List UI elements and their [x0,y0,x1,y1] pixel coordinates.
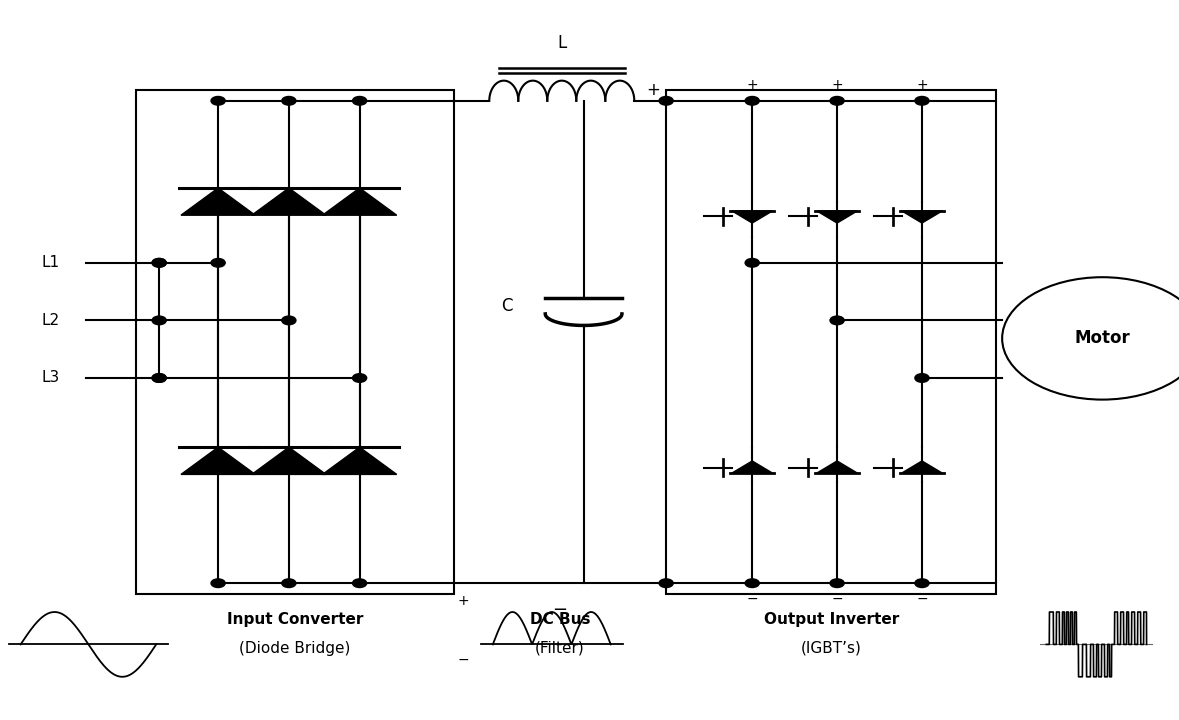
Circle shape [353,374,367,382]
Circle shape [211,258,225,267]
Text: Output Inverter: Output Inverter [764,612,898,627]
Text: +: + [457,595,469,608]
Polygon shape [252,188,325,215]
Text: +: + [646,81,660,99]
Circle shape [830,579,844,588]
Circle shape [353,96,367,105]
Polygon shape [322,188,396,215]
Circle shape [152,374,166,382]
Circle shape [353,579,367,588]
Circle shape [830,96,844,105]
Circle shape [915,96,929,105]
Text: +: + [746,78,758,92]
Polygon shape [252,447,325,474]
Text: (Filter): (Filter) [535,641,585,656]
Circle shape [152,258,166,267]
Polygon shape [817,461,857,473]
Circle shape [1002,277,1179,400]
Circle shape [745,258,759,267]
Bar [666,90,996,594]
Circle shape [282,96,296,105]
Text: L: L [558,34,566,52]
Text: −: − [746,592,758,606]
Bar [136,90,454,594]
Polygon shape [182,447,255,474]
Polygon shape [902,211,942,223]
Polygon shape [182,188,255,215]
Text: Input Converter: Input Converter [226,612,363,627]
Text: +: + [831,78,843,92]
Circle shape [745,579,759,588]
Text: Motor: Motor [1074,329,1131,347]
Circle shape [211,96,225,105]
Circle shape [915,579,929,588]
Text: −: − [553,601,567,619]
Text: L2: L2 [41,313,59,328]
Text: −: − [831,592,843,606]
Polygon shape [817,211,857,223]
Text: L1: L1 [41,256,59,270]
Circle shape [152,316,166,325]
Text: (IGBT’s): (IGBT’s) [801,641,862,656]
Text: C: C [501,297,513,315]
Circle shape [915,374,929,382]
Circle shape [211,579,225,588]
Circle shape [282,316,296,325]
Text: (Diode Bridge): (Diode Bridge) [239,641,350,656]
Circle shape [152,258,166,267]
Text: −: − [457,653,469,667]
Polygon shape [322,447,396,474]
Polygon shape [732,461,772,473]
Text: DC Bus: DC Bus [529,612,591,627]
Circle shape [830,316,844,325]
Circle shape [745,96,759,105]
Circle shape [659,96,673,105]
Text: +: + [916,78,928,92]
Circle shape [152,374,166,382]
Circle shape [659,579,673,588]
Polygon shape [902,461,942,473]
Circle shape [282,579,296,588]
Text: −: − [916,592,928,606]
Text: L3: L3 [41,371,59,385]
Polygon shape [732,211,772,223]
